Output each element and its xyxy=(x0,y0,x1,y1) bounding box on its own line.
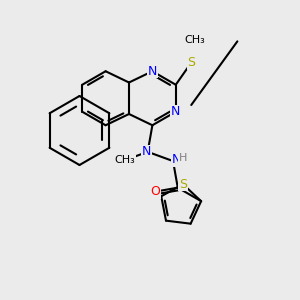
Text: N: N xyxy=(142,145,151,158)
Text: N: N xyxy=(171,105,181,118)
Text: O: O xyxy=(150,185,160,198)
Text: H: H xyxy=(178,153,187,163)
Text: CH₃: CH₃ xyxy=(184,35,206,45)
Text: S: S xyxy=(179,178,187,191)
Text: N: N xyxy=(171,153,181,166)
Text: CH₃: CH₃ xyxy=(114,155,135,165)
Text: S: S xyxy=(187,56,195,69)
Text: N: N xyxy=(148,65,157,78)
